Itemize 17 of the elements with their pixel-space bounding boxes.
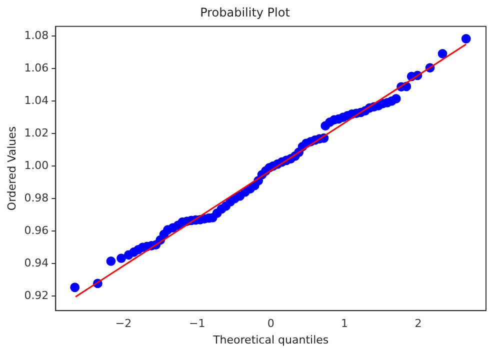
x-tick-label: 2 bbox=[414, 317, 422, 330]
x-tick-label: 1 bbox=[341, 317, 348, 330]
x-tick-label: −1 bbox=[189, 317, 206, 330]
y-tick-label: 0.98 bbox=[24, 191, 49, 204]
y-tick-label: 1.02 bbox=[24, 126, 49, 140]
y-tick-label: 0.94 bbox=[24, 256, 49, 270]
x-tick-label: −2 bbox=[115, 317, 132, 330]
x-axis-title: Theoretical quantiles bbox=[212, 333, 329, 346]
y-tick-label: 1.04 bbox=[24, 94, 49, 107]
y-axis-title: Ordered Values bbox=[5, 126, 18, 211]
x-tick-label: 0 bbox=[267, 317, 274, 330]
chart-title: Probability Plot bbox=[200, 5, 290, 20]
y-tick-label: 1.06 bbox=[24, 61, 49, 74]
y-tick-label: 1.08 bbox=[24, 29, 49, 42]
y-tick-label: 0.92 bbox=[24, 288, 49, 302]
y-tick-label: 0.96 bbox=[24, 224, 49, 237]
y-tick-label: 1.00 bbox=[24, 158, 49, 172]
